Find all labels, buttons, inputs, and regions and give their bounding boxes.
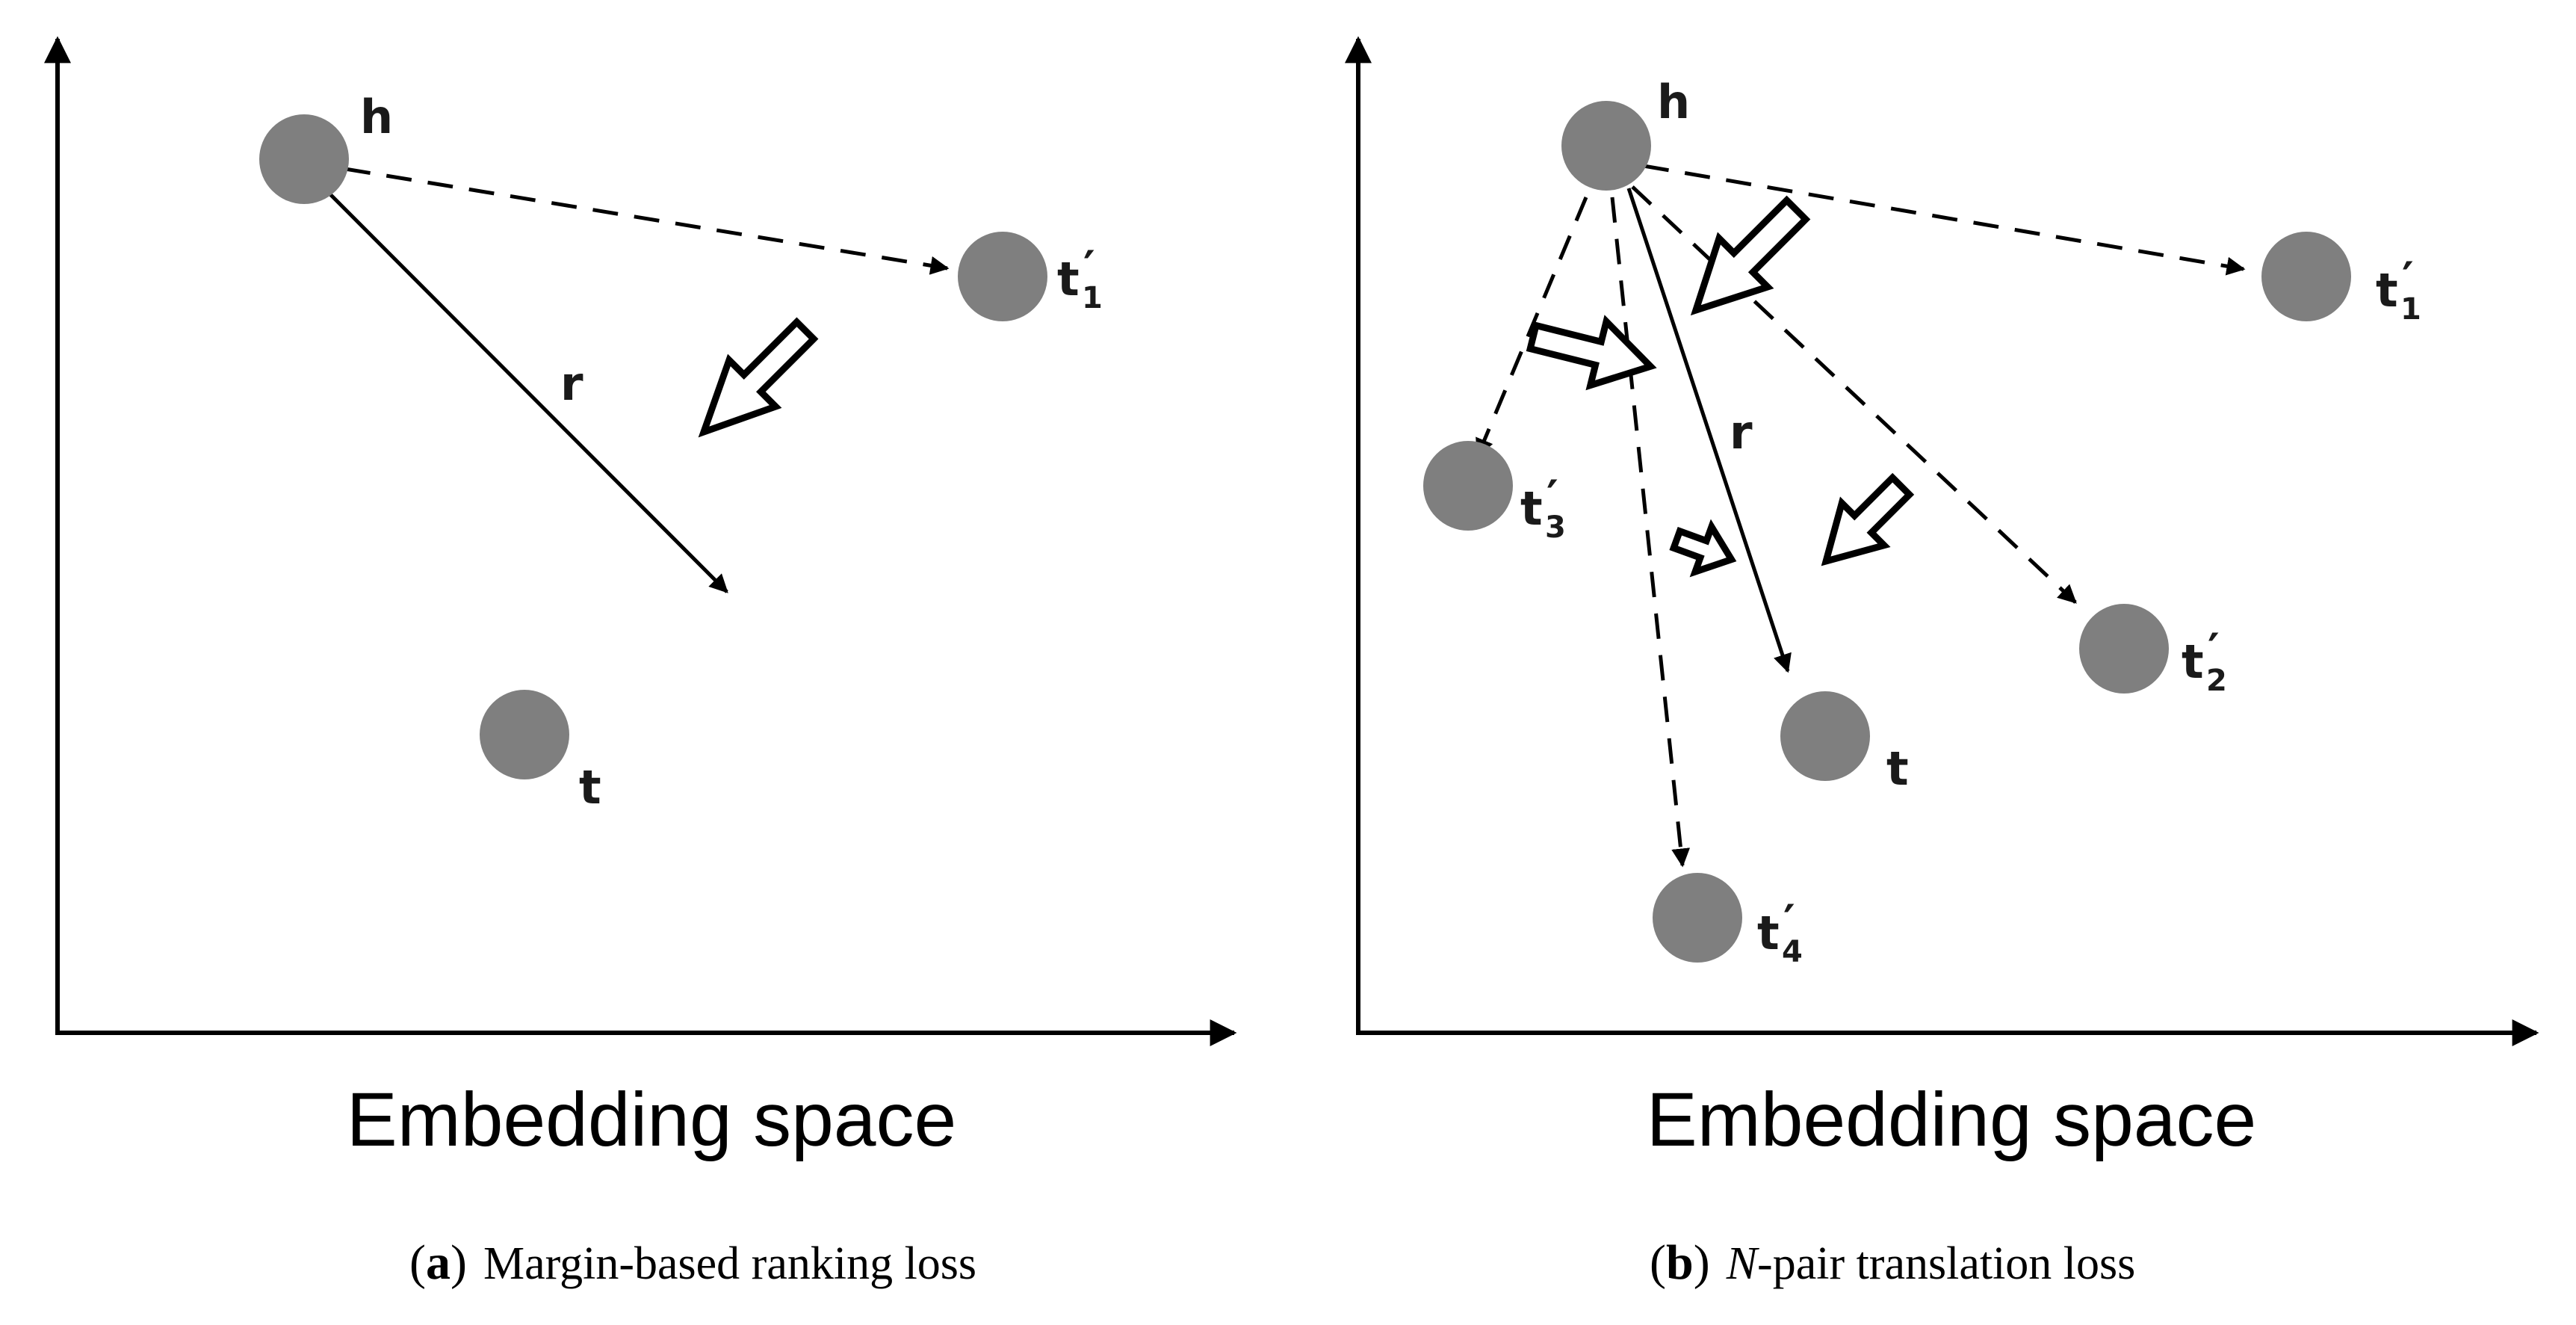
label-t2-prime: t ′ 2 <box>2182 624 2227 698</box>
label-r: r <box>560 356 583 411</box>
negative-arrow-t2 <box>1631 185 2077 604</box>
svg-text:t: t <box>1057 252 1080 306</box>
hollow-arrow-small <box>1669 519 1737 578</box>
hollow-arrow <box>698 317 819 438</box>
svg-text:2: 2 <box>2206 664 2227 698</box>
svg-text:3: 3 <box>1545 510 1566 545</box>
negative-arrow-t1 <box>344 167 950 275</box>
svg-text:t: t <box>1520 481 1543 536</box>
svg-text:t: t <box>1757 906 1780 960</box>
node-h <box>259 114 349 204</box>
node-t1-prime <box>2261 232 2351 321</box>
negative-arrow-t3 <box>1476 197 1588 458</box>
caption: (b) N-pair translation loss <box>1650 1235 2135 1290</box>
svg-text:1: 1 <box>2400 292 2421 327</box>
label-h: h <box>1657 75 1690 129</box>
node-t <box>1780 691 1870 781</box>
label-t: t <box>579 760 601 815</box>
label-h: h <box>360 90 393 144</box>
panel-b: h r t t ′ 1 t ′ 2 t ′ 3 t ′ 4 Embedding … <box>1345 36 2539 1290</box>
label-r: r <box>1730 405 1753 460</box>
svg-text:1: 1 <box>1082 281 1103 315</box>
svg-text:′: ′ <box>1083 241 1095 294</box>
label-t4-prime: t ′ 4 <box>1757 895 1803 969</box>
svg-text:t: t <box>2182 634 2204 689</box>
negative-arrow-t4 <box>1610 197 1691 868</box>
axis-label: Embedding space <box>347 1077 957 1162</box>
label-t3-prime: t ′ 3 <box>1520 471 1566 545</box>
svg-text:4: 4 <box>1782 935 1803 969</box>
svg-text:′: ′ <box>2402 253 2414 305</box>
negative-arrow-t1 <box>1643 164 2246 276</box>
axis-label: Embedding space <box>1647 1077 2257 1162</box>
node-h <box>1561 101 1651 191</box>
node-t3-prime <box>1423 441 1513 531</box>
node-t1-prime <box>958 232 1047 321</box>
caption: (a) Margin-based ranking loss <box>409 1235 976 1290</box>
node-t2-prime <box>2079 604 2169 694</box>
svg-text:t: t <box>2376 263 2398 318</box>
r-arrow <box>327 191 728 593</box>
node-t4-prime <box>1653 873 1742 963</box>
label-t1-prime: t ′ 1 <box>1057 241 1103 315</box>
hollow-arrow-large <box>1690 195 1811 316</box>
r-arrow <box>1626 188 1792 673</box>
svg-text:′: ′ <box>1783 895 1795 948</box>
svg-text:′: ′ <box>2208 624 2220 676</box>
panel-a: h r t t ′ 1 Embedding space (a) Margin-ba… <box>44 36 1237 1290</box>
svg-text:′: ′ <box>1546 471 1558 523</box>
hollow-arrow-right <box>1526 315 1657 391</box>
node-t <box>480 690 569 779</box>
label-t: t <box>1886 741 1909 796</box>
label-t1-prime: t ′ 1 <box>2376 253 2421 327</box>
hollow-arrow-medium <box>1821 472 1915 566</box>
